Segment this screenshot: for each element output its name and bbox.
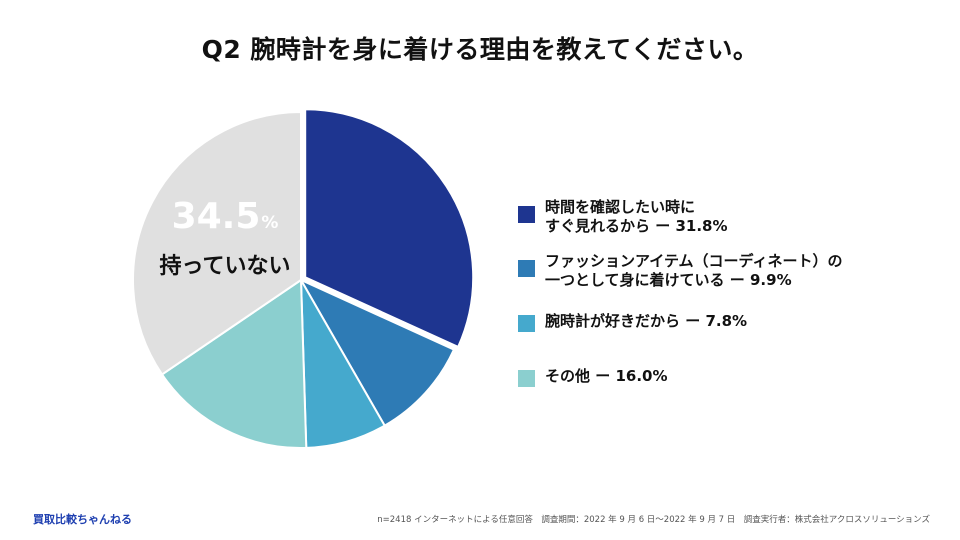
legend-line: ファッションアイテム（コーディネート）の: [545, 252, 843, 270]
legend-line: 腕時計が好きだから ー 7.8%: [545, 312, 748, 330]
legend-item: 時間を確認したい時に すぐ見れるから ー 31.8%: [518, 198, 727, 236]
pie-slice: [160, 278, 308, 449]
callout-label: 持っていない: [159, 254, 291, 279]
brand-logo-text[interactable]: 買取比較ちゃんねる: [33, 513, 132, 526]
legend-line: 時間を確認したい時に: [545, 198, 696, 216]
pie-slice: [304, 108, 475, 349]
legend-text: その他 ー 16.0%: [545, 362, 667, 386]
legend-text: 腕時計が好きだから ー 7.8%: [545, 307, 747, 331]
pie-slice: [132, 110, 302, 376]
legend-line: すぐ見れるから ー 31.8%: [545, 217, 728, 235]
callout-unit: %: [261, 213, 279, 233]
callout-number: 34.5: [171, 196, 261, 237]
legend-line: 一つとして身に着けている ー 9.9%: [545, 271, 792, 289]
chart-title: Q2 腕時計を身に着ける理由を教えてください。: [201, 35, 759, 64]
legend-swatch: [518, 370, 535, 387]
legend-swatch: [518, 206, 535, 223]
legend-text: ファッションアイテム（コーディネート）の 一つとして身に着けている ー 9.9%: [545, 252, 842, 290]
callout-value: 34.5%: [140, 196, 310, 237]
legend-item: ファッションアイテム（コーディネート）の 一つとして身に着けている ー 9.9%: [518, 252, 842, 290]
legend-line: その他 ー 16.0%: [545, 367, 668, 385]
legend-swatch: [518, 260, 535, 277]
legend-item: その他 ー 16.0%: [518, 362, 667, 387]
legend-item: 腕時計が好きだから ー 7.8%: [518, 307, 747, 332]
pie-slice: [298, 277, 456, 428]
legend-swatch: [518, 315, 535, 332]
pie-chart: [132, 108, 475, 449]
survey-footnote: n=2418 インターネットによる任意回答 調査期間：2022 年 9 月 6 …: [377, 515, 930, 525]
legend-text: 時間を確認したい時に すぐ見れるから ー 31.8%: [545, 198, 727, 236]
